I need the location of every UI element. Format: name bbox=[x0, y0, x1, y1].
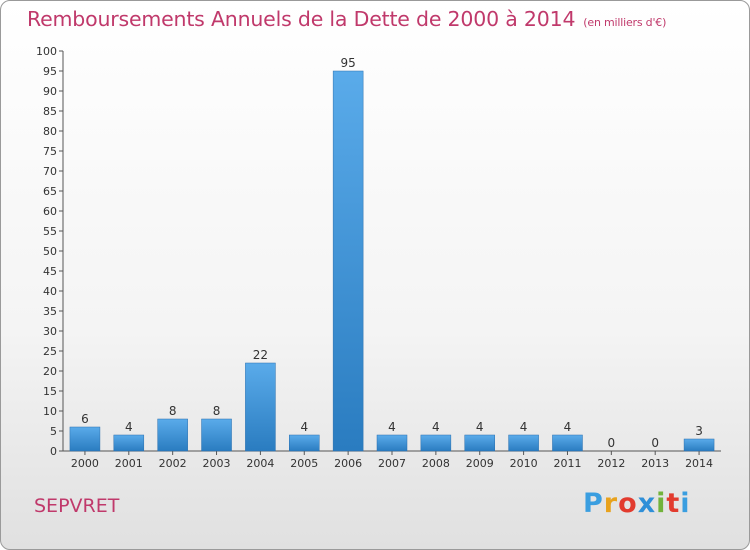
data-label-2006: 95 bbox=[340, 56, 355, 70]
x-tick-label: 2006 bbox=[334, 457, 362, 470]
bar-2011 bbox=[552, 434, 583, 452]
y-tick-label: 50 bbox=[43, 245, 57, 258]
x-tick-label: 2011 bbox=[553, 457, 581, 470]
x-tick-label: 2007 bbox=[378, 457, 406, 470]
y-tick-label: 70 bbox=[43, 165, 57, 178]
y-tick-label: 25 bbox=[43, 345, 57, 358]
y-axis: 0 5 10 15 20 25 30 35 40 45 50 55 60 65 70 75 80 85 90 95 10… bbox=[36, 45, 64, 458]
y-tick-label: 35 bbox=[43, 305, 57, 318]
chart-unit: (en milliers d'€) bbox=[583, 16, 667, 29]
proxiti-logo[interactable]: Proxiti bbox=[583, 488, 691, 519]
x-tick-label: 2005 bbox=[290, 457, 318, 470]
data-labels: 6 4 8 8 22 4 95 4 4 4 4 4 0 0 3 bbox=[81, 56, 703, 450]
data-label-2008: 4 bbox=[432, 420, 440, 434]
title-text: Remboursements Annuels de la Dette de 20… bbox=[27, 7, 576, 31]
y-tick-label: 80 bbox=[43, 125, 57, 138]
data-label-2009: 4 bbox=[476, 420, 484, 434]
data-label-2003: 8 bbox=[213, 404, 221, 418]
bar-2006 bbox=[332, 70, 364, 452]
bar-2002 bbox=[157, 418, 188, 452]
y-tick-label: 90 bbox=[43, 85, 57, 98]
data-label-2014: 3 bbox=[695, 424, 703, 438]
x-tick-label: 2002 bbox=[159, 457, 187, 470]
x-tick-label: 2000 bbox=[71, 457, 99, 470]
bar-2014 bbox=[683, 438, 715, 452]
x-tick-label: 2003 bbox=[203, 457, 231, 470]
bar-2009 bbox=[464, 434, 495, 452]
x-axis: 2000 2001 2002 2003 2004 2005 2006 2007 2008 2009… bbox=[63, 450, 721, 470]
data-label-2010: 4 bbox=[520, 420, 528, 434]
logo-letter: o bbox=[618, 488, 638, 519]
x-tick-label: 2008 bbox=[422, 457, 450, 470]
y-tick-label: 20 bbox=[43, 365, 57, 378]
y-tick-label: 30 bbox=[43, 325, 57, 338]
bar-2000 bbox=[69, 426, 101, 452]
x-tick-label: 2014 bbox=[685, 457, 713, 470]
data-label-2004: 22 bbox=[253, 348, 268, 362]
y-tick-label: 95 bbox=[43, 65, 57, 78]
x-tick-label: 2010 bbox=[510, 457, 538, 470]
y-tick-label: 45 bbox=[43, 265, 57, 278]
logo-letter: x bbox=[637, 488, 657, 519]
logo-letter: r bbox=[603, 488, 619, 519]
y-tick-label: 15 bbox=[43, 385, 57, 398]
bar-series bbox=[69, 70, 715, 452]
y-tick-label: 85 bbox=[43, 105, 57, 118]
bar-2003 bbox=[201, 418, 232, 452]
bar-2005 bbox=[289, 434, 320, 452]
data-label-2007: 4 bbox=[388, 420, 396, 434]
bar-2010 bbox=[508, 434, 539, 452]
data-label-2013: 0 bbox=[651, 436, 659, 450]
y-tick-label: 5 bbox=[50, 425, 57, 438]
y-tick-label: 100 bbox=[36, 45, 57, 58]
data-label-2001: 4 bbox=[125, 420, 133, 434]
y-tick-label: 40 bbox=[43, 285, 57, 298]
bar-2001 bbox=[113, 434, 145, 452]
x-tick-label: 2012 bbox=[597, 457, 625, 470]
data-label-2011: 4 bbox=[564, 420, 572, 434]
y-tick-label: 75 bbox=[43, 145, 57, 158]
x-tick-label: 2001 bbox=[115, 457, 143, 470]
bar-2007 bbox=[376, 434, 408, 452]
data-label-2012: 0 bbox=[608, 436, 616, 450]
y-tick-label: 10 bbox=[43, 405, 57, 418]
logo-letter: i bbox=[656, 488, 667, 519]
logo-letter: t bbox=[666, 488, 681, 519]
y-tick-label: 55 bbox=[43, 225, 57, 238]
x-tick-label: 2009 bbox=[466, 457, 494, 470]
chart-title: Remboursements Annuels de la Dette de 20… bbox=[27, 7, 666, 31]
data-label-2000: 6 bbox=[81, 412, 89, 426]
x-tick-label: 2004 bbox=[246, 457, 274, 470]
data-label-2002: 8 bbox=[169, 404, 177, 418]
bar-2008 bbox=[420, 434, 452, 452]
logo-letter: P bbox=[583, 488, 604, 519]
bar-2004 bbox=[245, 362, 276, 452]
y-tick-label: 60 bbox=[43, 205, 57, 218]
y-tick-label: 65 bbox=[43, 185, 57, 198]
x-tick-label: 2013 bbox=[641, 457, 669, 470]
logo-letter: i bbox=[680, 488, 691, 519]
commune-name: SEPVRET bbox=[34, 495, 120, 517]
y-tick-label: 0 bbox=[50, 445, 57, 458]
data-label-2005: 4 bbox=[300, 420, 308, 434]
